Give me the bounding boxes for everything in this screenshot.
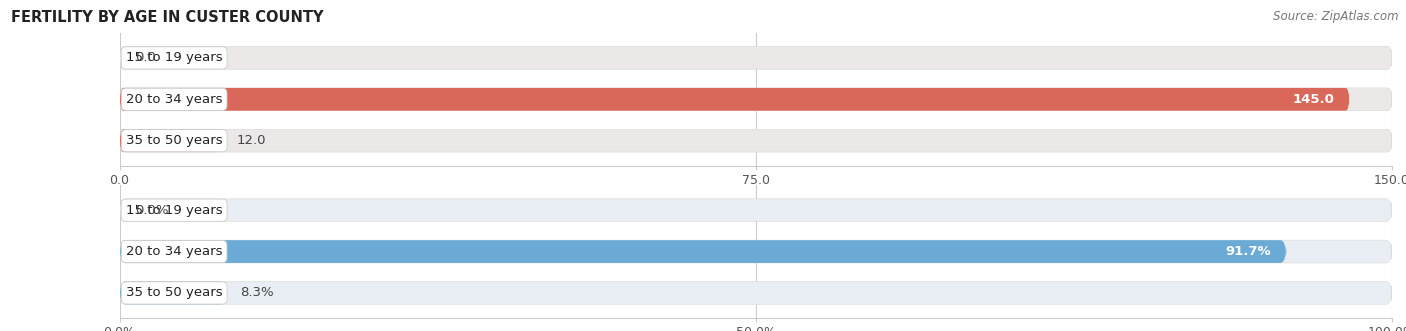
Text: FERTILITY BY AGE IN CUSTER COUNTY: FERTILITY BY AGE IN CUSTER COUNTY: [11, 10, 323, 25]
Text: 15 to 19 years: 15 to 19 years: [127, 51, 222, 65]
FancyBboxPatch shape: [120, 199, 1392, 221]
Text: 15 to 19 years: 15 to 19 years: [127, 204, 222, 217]
FancyBboxPatch shape: [120, 240, 1286, 263]
FancyBboxPatch shape: [120, 88, 1392, 111]
FancyBboxPatch shape: [120, 282, 1392, 304]
Text: 35 to 50 years: 35 to 50 years: [127, 134, 222, 147]
FancyBboxPatch shape: [120, 88, 1350, 111]
Text: 0.0: 0.0: [135, 51, 156, 65]
Text: 35 to 50 years: 35 to 50 years: [127, 286, 222, 300]
Text: 91.7%: 91.7%: [1226, 245, 1271, 258]
Text: 20 to 34 years: 20 to 34 years: [127, 245, 222, 258]
FancyBboxPatch shape: [120, 282, 225, 304]
Text: Source: ZipAtlas.com: Source: ZipAtlas.com: [1274, 10, 1399, 23]
FancyBboxPatch shape: [120, 240, 1392, 263]
Text: 12.0: 12.0: [236, 134, 266, 147]
FancyBboxPatch shape: [120, 129, 1392, 152]
FancyBboxPatch shape: [120, 47, 1392, 69]
FancyBboxPatch shape: [120, 129, 221, 152]
Text: 8.3%: 8.3%: [240, 286, 274, 300]
Text: 20 to 34 years: 20 to 34 years: [127, 93, 222, 106]
Text: 145.0: 145.0: [1292, 93, 1334, 106]
Text: 0.0%: 0.0%: [135, 204, 169, 217]
